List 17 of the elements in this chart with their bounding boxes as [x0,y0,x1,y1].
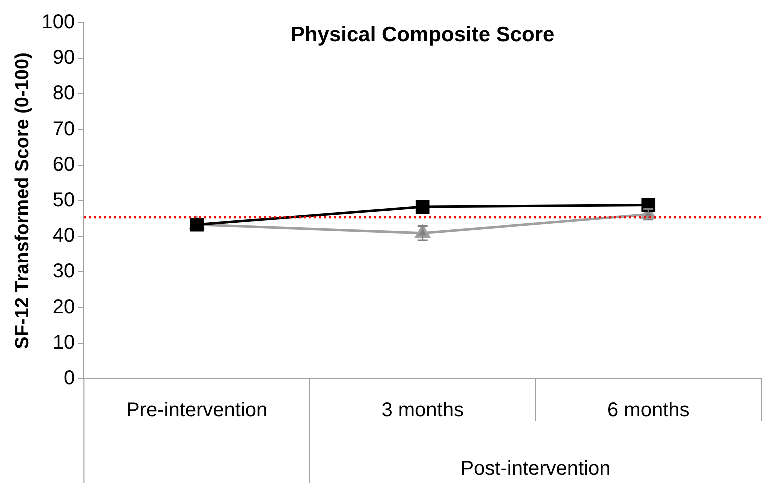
x-tick-label: 3 months [382,400,464,422]
y-tick-label: 50 [52,190,76,212]
y-tick-label: 80 [52,82,76,105]
x-tick-label: Pre-intervention [126,400,268,422]
x-tick-label: 6 months [607,400,690,422]
y-tick-label: 30 [52,260,76,283]
y-tick-label: 100 [42,12,76,34]
chart-title: Physical Composite Score [290,23,555,46]
y-tick-label: 70 [52,118,76,140]
text: Post-intervention [460,458,611,480]
y-axis-title: SF-12 Transformed Score (0-100) [12,52,34,350]
y-tick-label: 60 [52,154,76,176]
y-tick-label: 40 [52,225,76,248]
y-tick-label: 10 [52,332,76,354]
y-tick-label: 20 [52,296,76,318]
y-tick-label: 0 [64,368,76,390]
y-tick-label: 90 [52,47,76,70]
